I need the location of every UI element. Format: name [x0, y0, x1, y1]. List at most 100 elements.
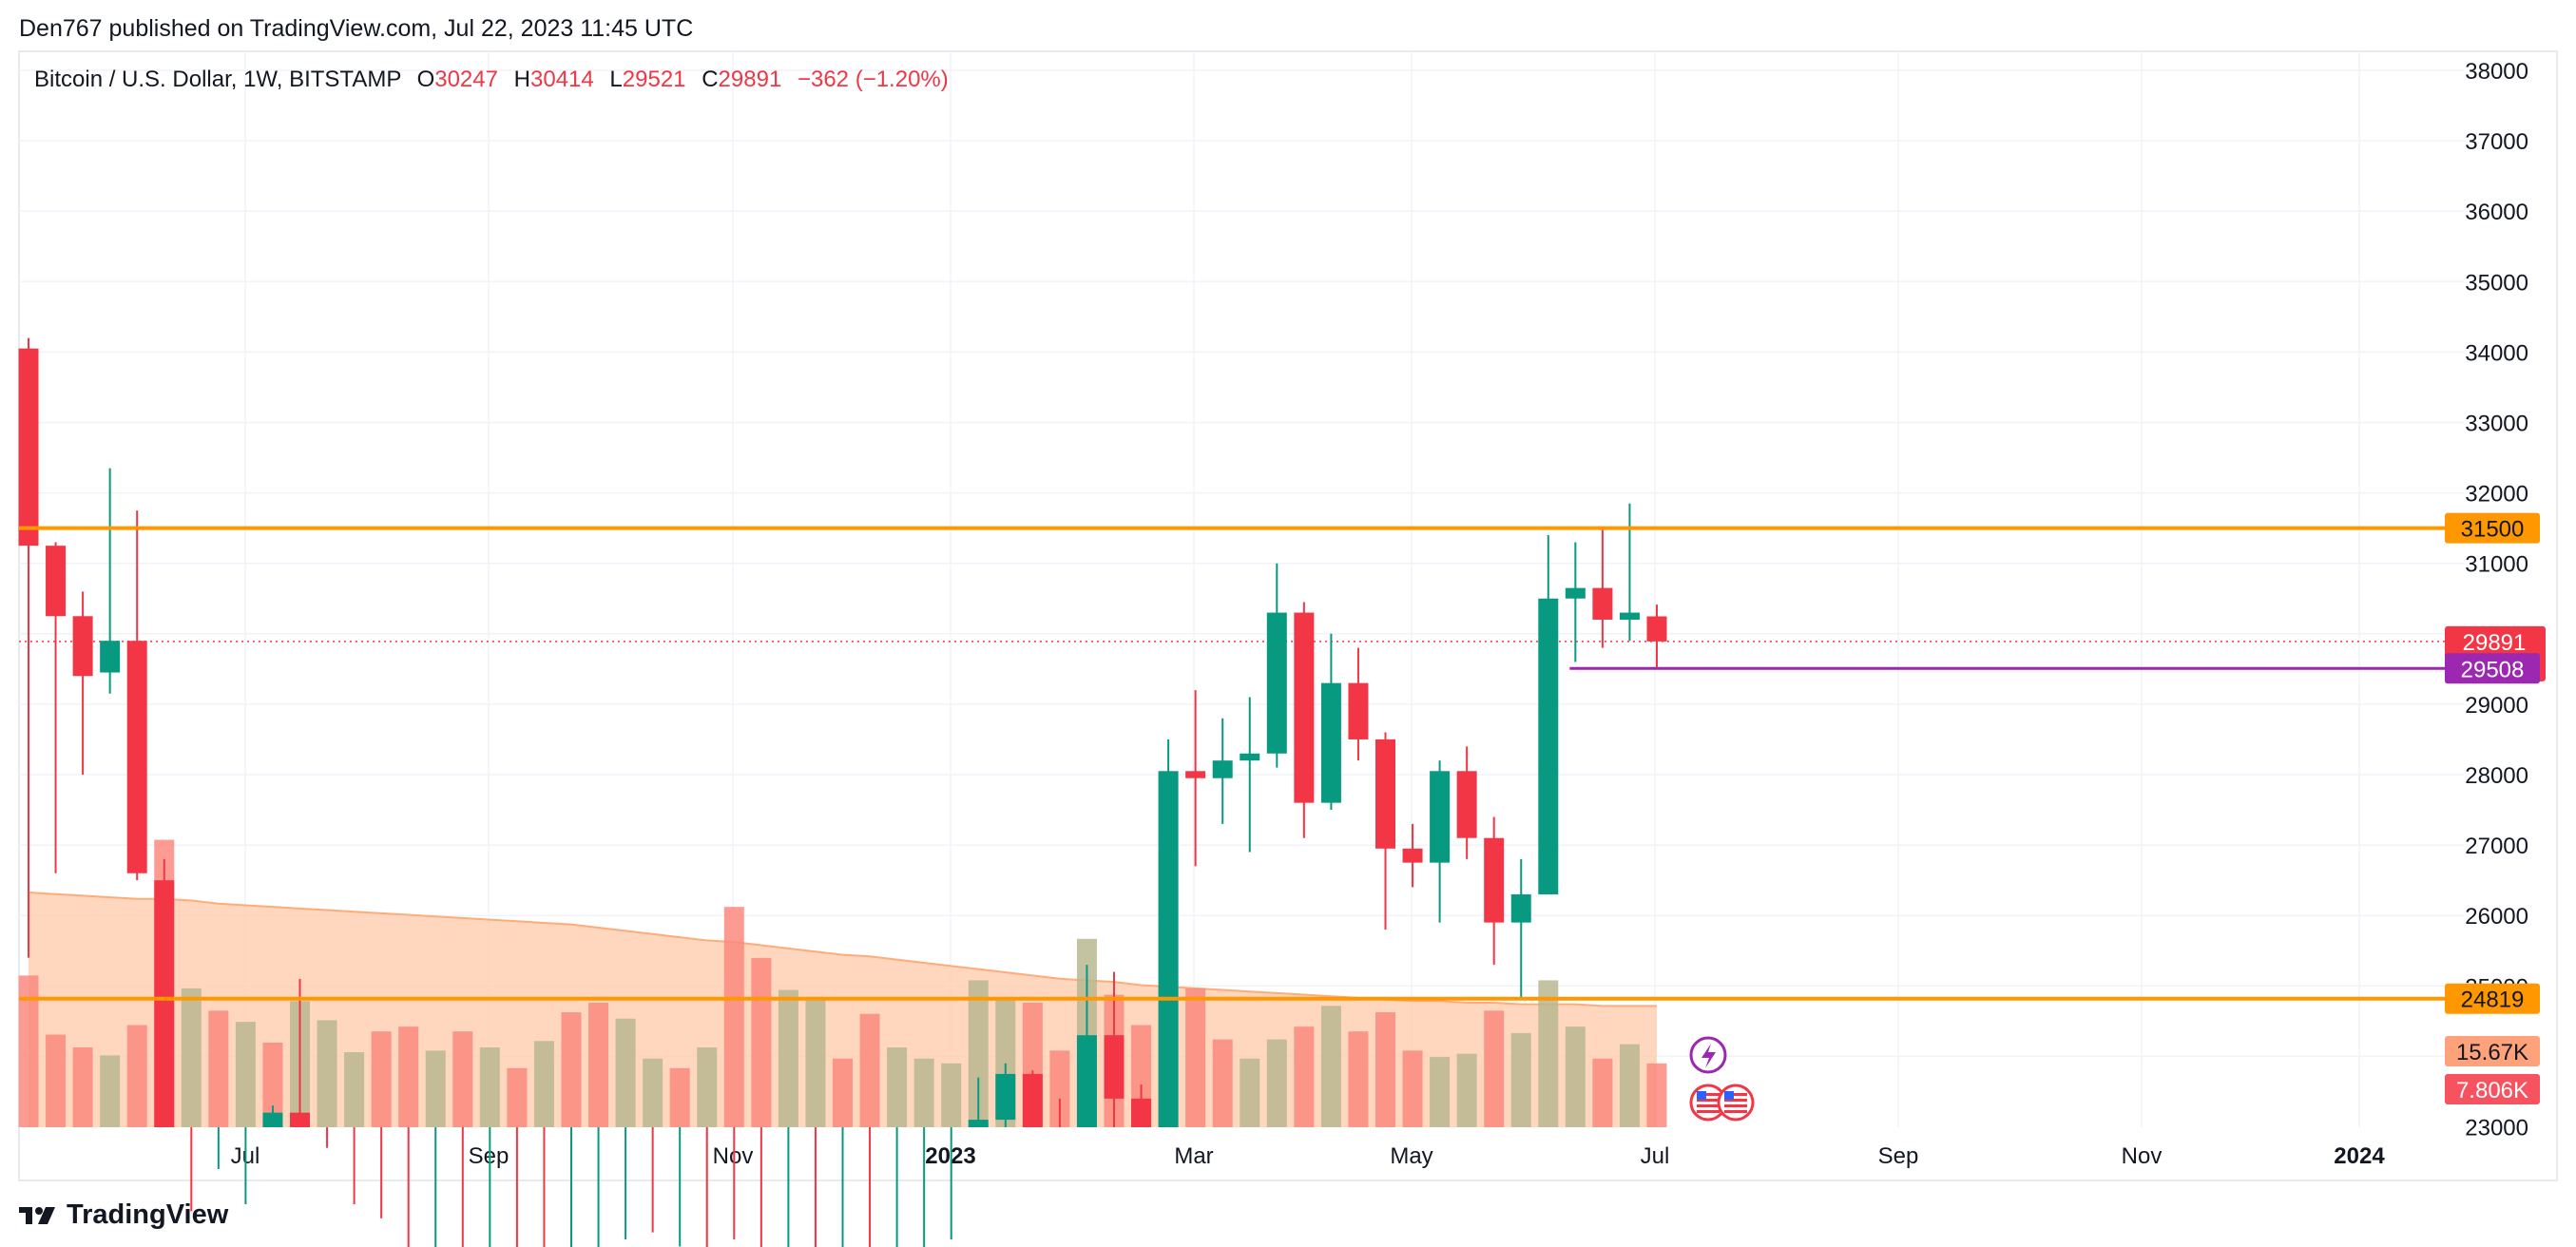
volume-bar: [1266, 1039, 1287, 1127]
candle-body: [1022, 1073, 1043, 1127]
candle-body: [1212, 760, 1233, 778]
price-level-label: 31500: [2461, 517, 2525, 543]
y-tick-label: 34000: [2465, 340, 2528, 366]
change-value: −362 (−1.20%): [797, 67, 949, 92]
candle-body: [1294, 612, 1315, 803]
volume-bar: [1049, 1050, 1070, 1127]
open-label: O: [416, 67, 435, 92]
volume-bar: [941, 1063, 962, 1127]
candle-body: [72, 616, 93, 677]
candle-body: [995, 1073, 1016, 1121]
candle-body: [1592, 587, 1613, 620]
y-tick-label: 31000: [2465, 552, 2528, 578]
x-tick-label: May: [1390, 1143, 1432, 1169]
volume-bar: [452, 1031, 473, 1127]
symbol-title: Bitcoin / U.S. Dollar, 1W, BITSTAMP: [34, 67, 401, 92]
candle-body: [1076, 1035, 1097, 1127]
flag-stripe: [1697, 1099, 1720, 1102]
volume-bar: [588, 1002, 609, 1127]
volume-bar: [208, 1010, 229, 1127]
volume-bar: [1185, 988, 1206, 1127]
y-tick-label: 29000: [2465, 693, 2528, 719]
candle-body: [1402, 848, 1423, 863]
volume-bar: [968, 980, 989, 1127]
volume-bar: [1212, 1039, 1233, 1127]
low-value: 29521: [622, 67, 686, 92]
volume-bar: [833, 1058, 853, 1127]
volume-bar: [425, 1050, 446, 1127]
volume-bar: [126, 1025, 147, 1127]
candle-body: [18, 348, 39, 547]
volume-bar: [859, 1013, 880, 1127]
volume-bar: [371, 1031, 392, 1127]
low-label: L: [609, 67, 623, 92]
candle-body: [1266, 612, 1287, 754]
support-price-label: 29508: [2461, 657, 2525, 682]
x-tick-label: Sep: [1878, 1143, 1919, 1169]
lightning-glyph-icon: [1701, 1044, 1716, 1068]
candle-body: [262, 1112, 283, 1127]
candle-body: [1131, 1098, 1152, 1127]
volume-bar: [697, 1047, 718, 1127]
volume-bar: [398, 1026, 419, 1127]
y-tick-label: 27000: [2465, 834, 2528, 859]
y-tick-label: 26000: [2465, 904, 2528, 930]
volume-bar: [507, 1067, 528, 1127]
last-price-label: 29891: [2463, 630, 2527, 656]
flag-stripe: [1724, 1110, 1747, 1113]
y-tick-label: 23000: [2465, 1116, 2528, 1141]
candle-body: [1348, 682, 1369, 739]
us-flag-event-icon: [1717, 1084, 1755, 1122]
volume-bar: [1320, 1006, 1341, 1127]
volume-bar: [1294, 1026, 1315, 1127]
candle-body: [154, 880, 175, 1127]
x-tick-label: Nov: [2122, 1143, 2163, 1169]
price-level-tag: [2445, 512, 2540, 544]
volume-bar: [751, 957, 772, 1127]
tradingview-brand[interactable]: TradingView: [19, 1199, 228, 1231]
volume-bar: [1592, 1058, 1613, 1127]
volume-badge: [2445, 1074, 2540, 1104]
candle-body: [968, 1120, 989, 1127]
volume-badge-label: 7.806K: [2456, 1078, 2528, 1103]
candle-body: [1510, 893, 1531, 923]
candle-body: [1646, 616, 1667, 642]
high-label: H: [513, 67, 530, 92]
volume-bar: [18, 975, 39, 1127]
x-tick-label: Jul: [1641, 1143, 1670, 1169]
candle-body: [126, 641, 147, 873]
candle-body: [1565, 587, 1586, 599]
x-tick-label: Nov: [713, 1143, 754, 1169]
flag-stripe: [1697, 1093, 1720, 1096]
x-tick-label: Mar: [1174, 1143, 1213, 1169]
candle-body: [1185, 771, 1206, 778]
support-price-tag: [2445, 653, 2540, 684]
volume-bar: [100, 1055, 121, 1127]
volume-bar: [1484, 1010, 1505, 1127]
candle-body: [290, 1112, 310, 1127]
tradingview-logo-icon: [19, 1206, 55, 1224]
flag-stripe: [1724, 1104, 1747, 1107]
volume-bar: [533, 1041, 554, 1127]
flag-stripe: [1724, 1099, 1747, 1102]
y-tick-label: 33000: [2465, 412, 2528, 437]
y-tick-label: 35000: [2465, 270, 2528, 296]
price-level-label: 24819: [2461, 988, 2525, 1013]
candle-body: [1484, 837, 1505, 923]
flag-canton: [1697, 1091, 1706, 1100]
candle-body: [1456, 771, 1477, 838]
close-value: 29891: [718, 67, 782, 92]
volume-bar: [1619, 1044, 1640, 1127]
candle-body: [1375, 739, 1395, 849]
flag-stripe: [1697, 1110, 1720, 1113]
volume-bar: [561, 1012, 582, 1127]
candle-body: [1158, 771, 1179, 1127]
volume-bar: [72, 1047, 93, 1127]
x-tick-label: Sep: [469, 1143, 509, 1169]
volume-bar: [1456, 1053, 1477, 1127]
volume-bar: [262, 1042, 283, 1127]
volume-bar: [1538, 980, 1559, 1127]
volume-bar: [887, 1047, 908, 1127]
volume-bar: [1565, 1026, 1586, 1127]
